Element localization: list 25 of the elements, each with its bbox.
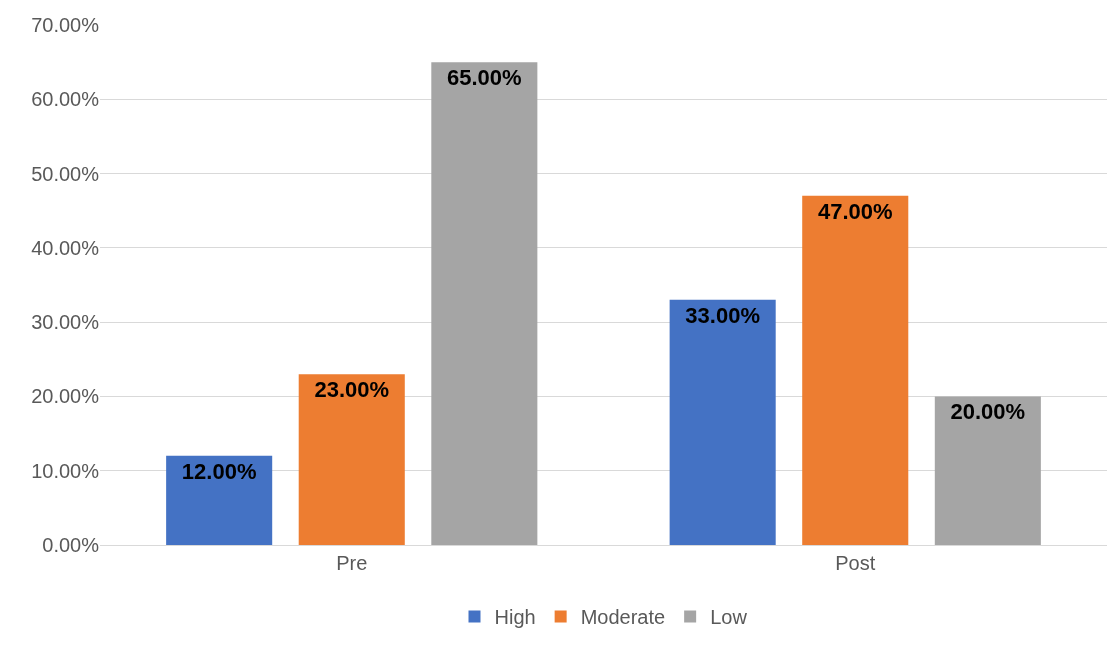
bar xyxy=(669,299,776,545)
bar xyxy=(298,374,405,545)
data-label: 47.00% xyxy=(817,198,893,224)
y-tick-label: 60.00% xyxy=(31,88,100,111)
data-label: 12.00% xyxy=(181,458,257,484)
bar xyxy=(802,195,909,545)
bar xyxy=(431,62,538,545)
bar xyxy=(166,455,273,545)
y-tick-label: 0.00% xyxy=(42,534,100,556)
data-label: 23.00% xyxy=(314,377,390,403)
legend-label: Low xyxy=(710,606,748,629)
bar xyxy=(934,396,1041,545)
y-tick-label: 50.00% xyxy=(31,162,100,185)
y-tick-label: 20.00% xyxy=(31,385,100,408)
legend-label: High xyxy=(494,606,536,629)
data-label: 33.00% xyxy=(685,302,760,328)
y-tick-label: 30.00% xyxy=(31,311,100,334)
x-tick-label: Pre xyxy=(336,552,368,574)
y-tick-label: 10.00% xyxy=(31,459,100,482)
y-tick-label: 40.00% xyxy=(31,236,100,259)
x-tick-label: Post xyxy=(835,552,876,574)
legend-label: Moderate xyxy=(580,606,666,629)
y-tick-label: 70.00% xyxy=(31,14,100,36)
data-label: 65.00% xyxy=(447,65,522,91)
data-label: 20.00% xyxy=(950,399,1026,425)
